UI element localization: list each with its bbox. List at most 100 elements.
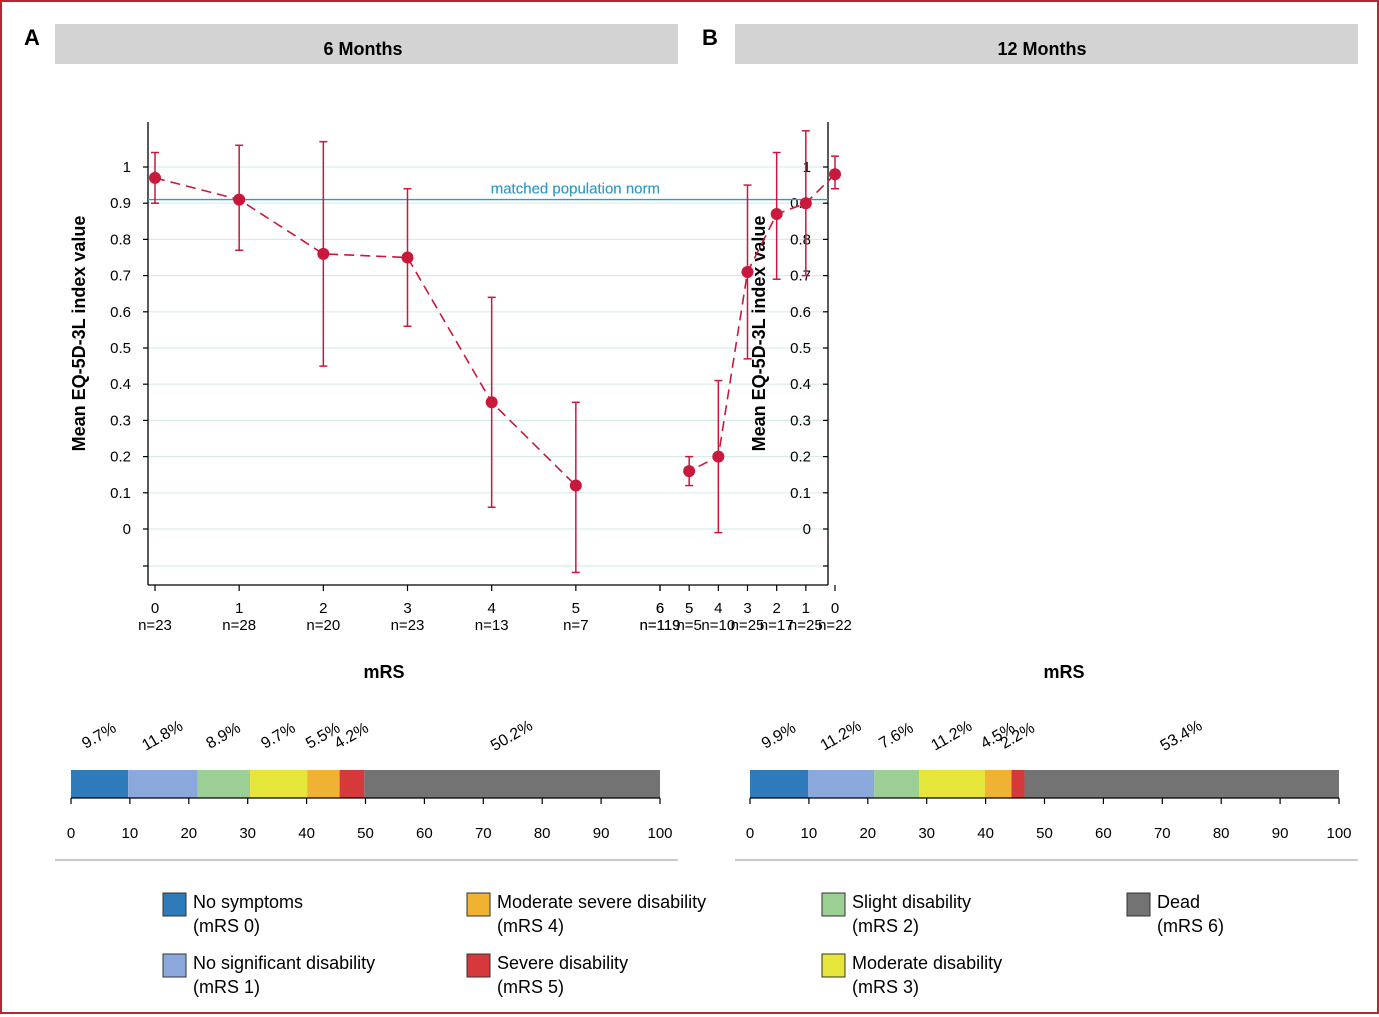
y-tick-label: 0.7 (110, 268, 131, 285)
bar-tick-label: 10 (122, 825, 139, 842)
data-point (569, 479, 582, 492)
bar-tick-label: 70 (475, 825, 492, 842)
bar-tick-label: 80 (534, 825, 551, 842)
bar-tick-label: 100 (647, 825, 672, 842)
x-tick-label: 2 (772, 600, 780, 617)
panel-header-b-bg (735, 24, 1358, 64)
stacked-bar-segment (808, 770, 875, 798)
stacked-bar-6-months: 9.7% 11.8% 8.9% 9.7% 5.5%4.2% 50.2%0 10 20 30 40 5… (67, 717, 673, 842)
stacked-bar-segment (364, 770, 660, 798)
stacked-bar-segment (339, 770, 365, 798)
percent-label: 11.8% (139, 718, 186, 755)
bar-tick-label: 70 (1154, 825, 1171, 842)
bar-tick-label: 100 (1326, 825, 1351, 842)
n-label: n=23 (138, 617, 172, 634)
stacked-bar-segment (919, 770, 986, 798)
n-label: n=13 (475, 617, 509, 634)
bar-tick-label: 60 (1095, 825, 1112, 842)
bar-tick-label: 20 (859, 825, 876, 842)
line-chart-6-months: 00.10.20.30.40.50.60.70.80.910n=231n=282… (69, 122, 681, 682)
stacked-bar-segment (874, 770, 920, 798)
panel-header-a: 6 Months (324, 39, 403, 59)
bar-tick-label: 50 (1036, 825, 1053, 842)
legend-label: Dead (1157, 892, 1200, 912)
bar-tick-label: 0 (746, 825, 754, 842)
line-chart-12-months: 00.10.20.30.40.50.60.70.80.910n=221n=252… (491, 122, 1085, 682)
legend-label: Slight disability (852, 892, 971, 912)
legend-sublabel: (mRS 4) (497, 916, 564, 936)
data-point (712, 450, 725, 463)
y-tick-label: 0.6 (790, 304, 811, 321)
y-tick-label: 0.4 (790, 376, 811, 393)
stacked-bar-segment (197, 770, 251, 798)
n-label: n=23 (391, 617, 425, 634)
data-point (149, 171, 161, 184)
x-tick-label: 2 (319, 600, 327, 617)
bar-tick-label: 20 (180, 825, 197, 842)
stacked-bar-segment (1011, 770, 1025, 798)
stacked-bar-segment (750, 770, 809, 798)
x-tick-label: 5 (685, 600, 693, 617)
y-tick-label: 0.3 (790, 412, 811, 429)
percent-label: 11.2% (818, 718, 865, 755)
y-tick-label: 0.5 (110, 340, 131, 357)
percent-label: 8.9% (204, 720, 244, 753)
n-label: n=10 (701, 617, 735, 634)
x-tick-label: 3 (403, 600, 411, 617)
n-label: n=25 (789, 617, 823, 634)
population-norm-label: matched population norm (491, 181, 660, 198)
bar-tick-label: 90 (593, 825, 610, 842)
x-tick-label: 6 (656, 600, 664, 617)
percent-label: 50.2% (488, 717, 536, 754)
y-tick-label: 0.8 (790, 231, 811, 248)
y-tick-label: 0.6 (110, 304, 131, 321)
n-label: n=28 (222, 617, 256, 634)
x-tick-label: 4 (714, 600, 722, 617)
percent-label: 53.4% (1158, 717, 1206, 754)
y-tick-label: 0 (123, 521, 131, 538)
y-tick-label: 0.1 (110, 485, 131, 502)
n-label: n=119 (639, 617, 680, 634)
data-point (485, 396, 498, 409)
data-point (799, 197, 812, 210)
x-tick-label: 3 (743, 600, 751, 617)
bar-tick-label: 80 (1213, 825, 1230, 842)
x-tick-label: 5 (572, 600, 580, 617)
legend: No symptoms (mRS 0) No significant disabil… (162, 892, 1224, 997)
x-tick-label: 0 (831, 600, 839, 617)
bar-tick-label: 30 (918, 825, 935, 842)
data-point (233, 193, 246, 206)
n-label: n=20 (306, 617, 340, 634)
y-tick-label: 0.4 (110, 376, 131, 393)
y-tick-label: 0.8 (110, 231, 131, 248)
legend-swatch (821, 892, 846, 917)
percent-label: 9.9% (759, 720, 799, 753)
data-point (317, 247, 330, 260)
legend-sublabel: (mRS 6) (1157, 916, 1224, 936)
x-tick-label: 0 (151, 600, 159, 617)
y-tick-label: 0.1 (790, 485, 811, 502)
legend-swatch (162, 892, 187, 917)
percent-label: 4.2% (332, 720, 372, 753)
n-label: n=5 (676, 617, 701, 634)
n-label: n=22 (818, 617, 852, 634)
legend-sublabel: (mRS 1) (193, 977, 260, 997)
data-point (770, 208, 783, 221)
percent-label: 7.6% (876, 720, 916, 753)
bar-tick-label: 0 (67, 825, 75, 842)
legend-swatch (466, 892, 491, 917)
legend-label: Moderate disability (852, 953, 1002, 973)
stacked-bar-segment (128, 770, 198, 798)
bar-tick-label: 90 (1272, 825, 1289, 842)
n-label: n=119 (639, 617, 680, 634)
x-axis-title: mRS (363, 662, 404, 682)
bar-tick-label: 60 (416, 825, 433, 842)
legend-label: Severe disability (497, 953, 628, 973)
data-point (401, 251, 414, 264)
legend-swatch (821, 953, 846, 978)
n-label: n=7 (563, 617, 588, 634)
stacked-bar-segment (71, 770, 129, 798)
n-label: n=25 (731, 617, 765, 634)
